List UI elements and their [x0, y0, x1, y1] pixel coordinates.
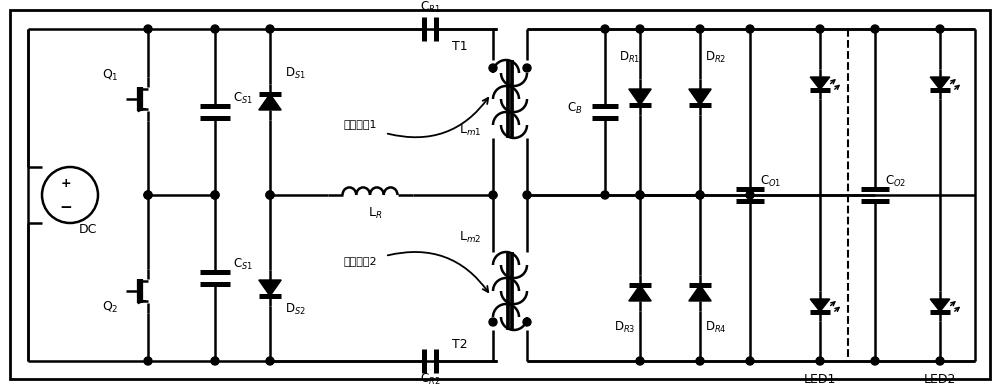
- Circle shape: [266, 191, 274, 199]
- Text: D$_{S2}$: D$_{S2}$: [285, 302, 306, 317]
- Circle shape: [636, 357, 644, 365]
- Circle shape: [266, 25, 274, 33]
- Circle shape: [816, 357, 824, 365]
- Text: T1: T1: [452, 40, 468, 53]
- Circle shape: [696, 191, 704, 199]
- Circle shape: [266, 357, 274, 365]
- Text: C$_{O2}$: C$_{O2}$: [885, 174, 906, 189]
- Circle shape: [696, 357, 704, 365]
- Text: LED1: LED1: [804, 373, 836, 386]
- Text: C$_{S1}$: C$_{S1}$: [233, 91, 253, 106]
- Text: 谐振网络1: 谐振网络1: [343, 119, 377, 129]
- Circle shape: [696, 191, 704, 199]
- Text: D$_{R4}$: D$_{R4}$: [705, 320, 727, 335]
- Text: L$_{m2}$: L$_{m2}$: [459, 230, 481, 245]
- Circle shape: [489, 191, 497, 199]
- Polygon shape: [930, 299, 950, 312]
- Text: D$_{R2}$: D$_{R2}$: [705, 50, 726, 65]
- Circle shape: [636, 191, 644, 199]
- Circle shape: [816, 25, 824, 33]
- Circle shape: [266, 191, 274, 199]
- Text: C$_{S1}$: C$_{S1}$: [233, 257, 253, 272]
- Text: D$_{S1}$: D$_{S1}$: [285, 66, 306, 81]
- Polygon shape: [930, 77, 950, 89]
- Text: Q$_1$: Q$_1$: [102, 68, 118, 83]
- Polygon shape: [629, 89, 651, 105]
- Circle shape: [489, 318, 497, 326]
- Circle shape: [489, 64, 497, 72]
- Circle shape: [746, 357, 754, 365]
- Circle shape: [601, 25, 609, 33]
- Circle shape: [601, 191, 609, 199]
- Polygon shape: [259, 94, 281, 110]
- Polygon shape: [689, 89, 711, 105]
- Text: Q$_2$: Q$_2$: [102, 300, 118, 315]
- Circle shape: [523, 64, 531, 72]
- Circle shape: [871, 25, 879, 33]
- Polygon shape: [810, 299, 830, 312]
- Polygon shape: [629, 285, 651, 301]
- Circle shape: [936, 25, 944, 33]
- Text: C$_{R2}$: C$_{R2}$: [420, 372, 440, 387]
- Circle shape: [211, 191, 219, 199]
- Circle shape: [636, 191, 644, 199]
- Text: C$_{O1}$: C$_{O1}$: [760, 174, 781, 189]
- Text: D$_{R1}$: D$_{R1}$: [619, 50, 641, 65]
- Text: C$_{R1}$: C$_{R1}$: [420, 0, 440, 15]
- Circle shape: [211, 191, 219, 199]
- Circle shape: [211, 357, 219, 365]
- Text: LED2: LED2: [924, 373, 956, 386]
- Text: +: +: [61, 177, 71, 189]
- Circle shape: [523, 191, 531, 199]
- Circle shape: [696, 25, 704, 33]
- Text: T2: T2: [452, 338, 468, 351]
- Text: 谐振网络2: 谐振网络2: [343, 256, 377, 266]
- Polygon shape: [810, 77, 830, 89]
- Circle shape: [144, 191, 152, 199]
- Circle shape: [936, 357, 944, 365]
- Polygon shape: [259, 280, 281, 296]
- Circle shape: [523, 318, 531, 326]
- Circle shape: [746, 25, 754, 33]
- Polygon shape: [689, 285, 711, 301]
- Text: L$_{m1}$: L$_{m1}$: [459, 123, 481, 138]
- Text: DC: DC: [79, 223, 97, 236]
- Text: L$_R$: L$_R$: [368, 206, 382, 221]
- Circle shape: [746, 191, 754, 199]
- Circle shape: [211, 25, 219, 33]
- Text: −: −: [60, 200, 72, 214]
- Text: D$_{R3}$: D$_{R3}$: [614, 320, 636, 335]
- Text: C$_B$: C$_B$: [567, 101, 583, 116]
- Circle shape: [144, 191, 152, 199]
- Circle shape: [636, 25, 644, 33]
- Circle shape: [144, 357, 152, 365]
- Circle shape: [144, 25, 152, 33]
- Circle shape: [871, 357, 879, 365]
